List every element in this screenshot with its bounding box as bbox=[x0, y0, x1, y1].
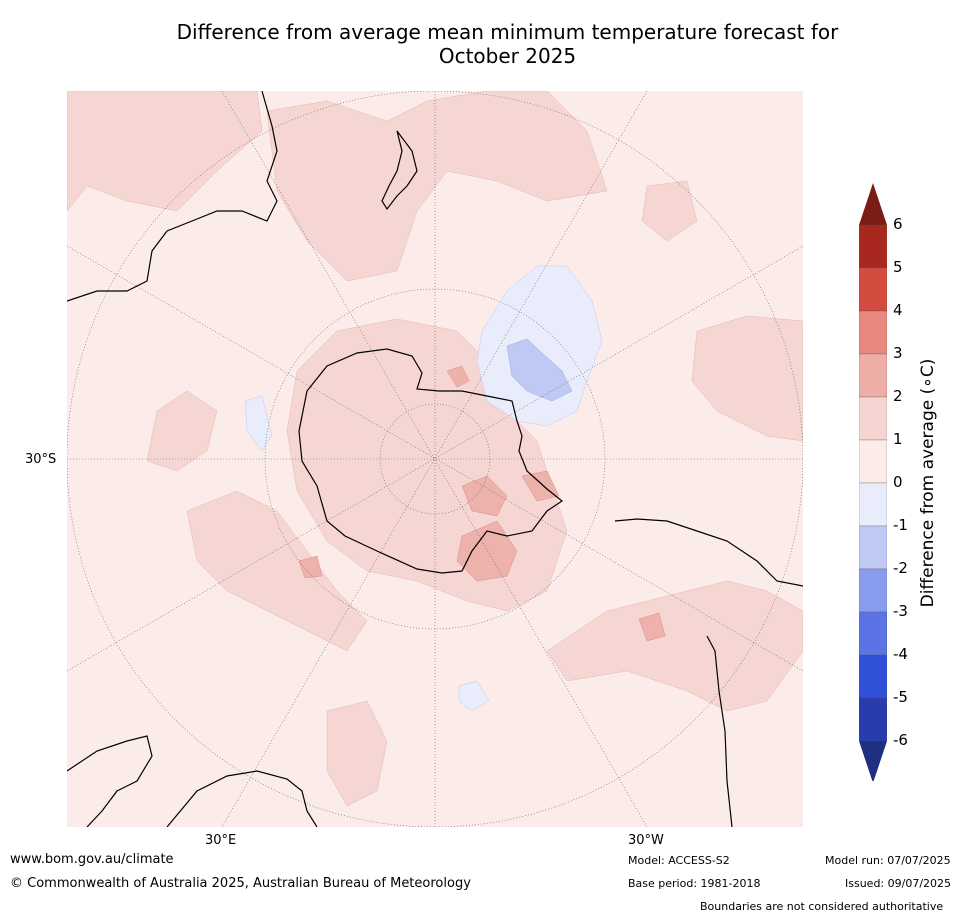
map-panel[interactable] bbox=[67, 91, 803, 827]
colorbar-tick-label: -6 bbox=[893, 731, 908, 749]
meridian-60w bbox=[67, 245, 803, 672]
footer-model-run: Model run: 07/07/2025 bbox=[825, 854, 951, 867]
colorbar-tick-label: -2 bbox=[893, 559, 908, 577]
cool-region-small-west bbox=[244, 395, 273, 452]
anomaly-region-west-top bbox=[67, 91, 263, 212]
coast-new-zealand bbox=[381, 130, 418, 211]
cool-region-main bbox=[476, 265, 603, 427]
colorbar-band bbox=[859, 353, 887, 398]
colorbar-band bbox=[859, 224, 887, 269]
meridian-60e bbox=[67, 245, 803, 672]
colorbar-tick-label: -3 bbox=[893, 602, 908, 620]
colorbar-band bbox=[859, 396, 887, 441]
cool-region-small-south bbox=[458, 680, 490, 712]
colorbar-cap-top bbox=[859, 183, 887, 225]
colorbar-tick-label: -5 bbox=[893, 688, 908, 706]
colorbar-band bbox=[859, 310, 887, 355]
coast-australia bbox=[67, 91, 278, 302]
colorbar-tick-label: -1 bbox=[893, 516, 908, 534]
colorbar-swatches bbox=[859, 183, 887, 781]
colorbar-band bbox=[859, 267, 887, 312]
chart-title-line-2: October 2025 bbox=[438, 44, 577, 68]
footer-disclaimer: Boundaries are not considered authoritat… bbox=[700, 900, 944, 913]
colorbar-cap-bottom bbox=[859, 741, 887, 781]
anomaly-region-west-mid bbox=[146, 390, 218, 472]
colorbar-tick-label: 2 bbox=[893, 387, 903, 405]
colorbar-band bbox=[859, 482, 887, 527]
colorbar-tick-label: 5 bbox=[893, 258, 903, 276]
coast-africa bbox=[67, 735, 318, 827]
meridian-30e bbox=[221, 91, 648, 827]
anomaly-region-warm-3 bbox=[521, 470, 560, 502]
anomaly-region-warm-5 bbox=[638, 612, 666, 642]
anomaly-region-warm-4 bbox=[298, 555, 323, 579]
graticule bbox=[67, 91, 803, 827]
colorbar-band bbox=[859, 654, 887, 699]
footer-model: Model: ACCESS-S2 bbox=[628, 854, 730, 867]
colorbar-band bbox=[859, 439, 887, 484]
cool-region-core bbox=[506, 338, 573, 402]
anomaly-region-south bbox=[326, 700, 388, 807]
coast-south-america bbox=[614, 518, 803, 827]
chart-title-line-1: Difference from average mean minimum tem… bbox=[176, 20, 839, 44]
meridian-30w bbox=[221, 91, 648, 827]
footer-website[interactable]: www.bom.gov.au/climate bbox=[10, 852, 174, 867]
colorbar-tick-label: 3 bbox=[893, 344, 903, 362]
footer-copyright: © Commonwealth of Australia 2025, Austra… bbox=[10, 876, 471, 891]
colorbar-tick-label: 0 bbox=[893, 473, 903, 491]
anomaly-minus-1-to-minus-2-regions bbox=[506, 338, 573, 402]
anomaly-region-warm-2 bbox=[456, 520, 518, 582]
colorbar-band bbox=[859, 525, 887, 570]
colorbar-label: Difference from average (∘C) bbox=[918, 358, 938, 608]
lon-label-30e: 30°E bbox=[205, 833, 237, 848]
colorbar-tick-label: 4 bbox=[893, 301, 903, 319]
lat-label-30s: 30°S bbox=[25, 452, 57, 467]
anomaly-region-east-mid bbox=[691, 315, 803, 442]
anomaly-region-southeast bbox=[546, 580, 803, 712]
anomaly-region-warm-6 bbox=[446, 365, 470, 388]
anomaly-2-to-3-regions bbox=[298, 365, 666, 642]
lon-label-30w: 30°W bbox=[628, 833, 664, 848]
colorbar-tick-label: -4 bbox=[893, 645, 908, 663]
colorbar-band bbox=[859, 697, 887, 742]
colorbar-tick-label: 1 bbox=[893, 430, 903, 448]
colorbar bbox=[859, 183, 887, 781]
coastlines bbox=[67, 91, 803, 827]
footer-base-period: Base period: 1981-2018 bbox=[628, 877, 761, 890]
anomaly-region-north-pacific bbox=[266, 91, 608, 282]
map-svg[interactable] bbox=[67, 91, 803, 827]
anomaly-0-to-minus-1-regions bbox=[244, 265, 603, 712]
anomaly-region-far-east bbox=[641, 180, 698, 242]
anomaly-region-southwest bbox=[186, 490, 368, 652]
colorbar-band bbox=[859, 568, 887, 613]
anomaly-region-warm-1 bbox=[461, 475, 508, 517]
coast-antarctica bbox=[298, 348, 564, 574]
colorbar-band bbox=[859, 611, 887, 656]
footer-issued: Issued: 09/07/2025 bbox=[845, 877, 952, 890]
chart-title: Difference from average mean minimum tem… bbox=[0, 20, 965, 68]
anomaly-1-to-2-regions bbox=[67, 91, 803, 807]
colorbar-tick-label: 6 bbox=[893, 215, 903, 233]
